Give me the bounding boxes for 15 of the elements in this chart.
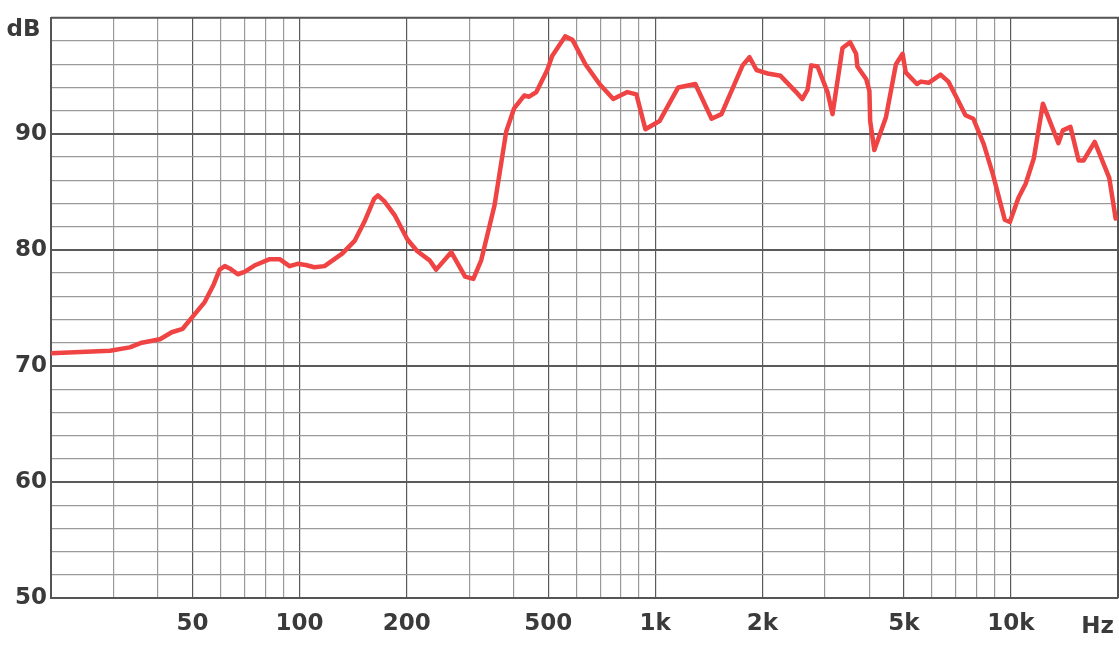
y-tick-label: 60 [14, 466, 47, 493]
x-tick-label: 2k [746, 608, 779, 635]
x-tick-label: 500 [524, 608, 573, 635]
x-tick-label: 200 [382, 608, 431, 635]
y-tick-label: 80 [14, 234, 47, 261]
y-tick-label: 50 [14, 582, 47, 609]
y-axis-title: dB [6, 14, 41, 41]
y-tick-label: 90 [14, 118, 47, 145]
x-tick-label: 1k [639, 608, 672, 635]
x-tick-label: 5k [888, 608, 921, 635]
x-tick-label: 10k [987, 608, 1036, 635]
x-tick-label: 50 [176, 608, 209, 635]
x-tick-label: 100 [275, 608, 324, 635]
x-axis-title: Hz [1081, 612, 1114, 639]
y-tick-label: 70 [14, 350, 47, 377]
